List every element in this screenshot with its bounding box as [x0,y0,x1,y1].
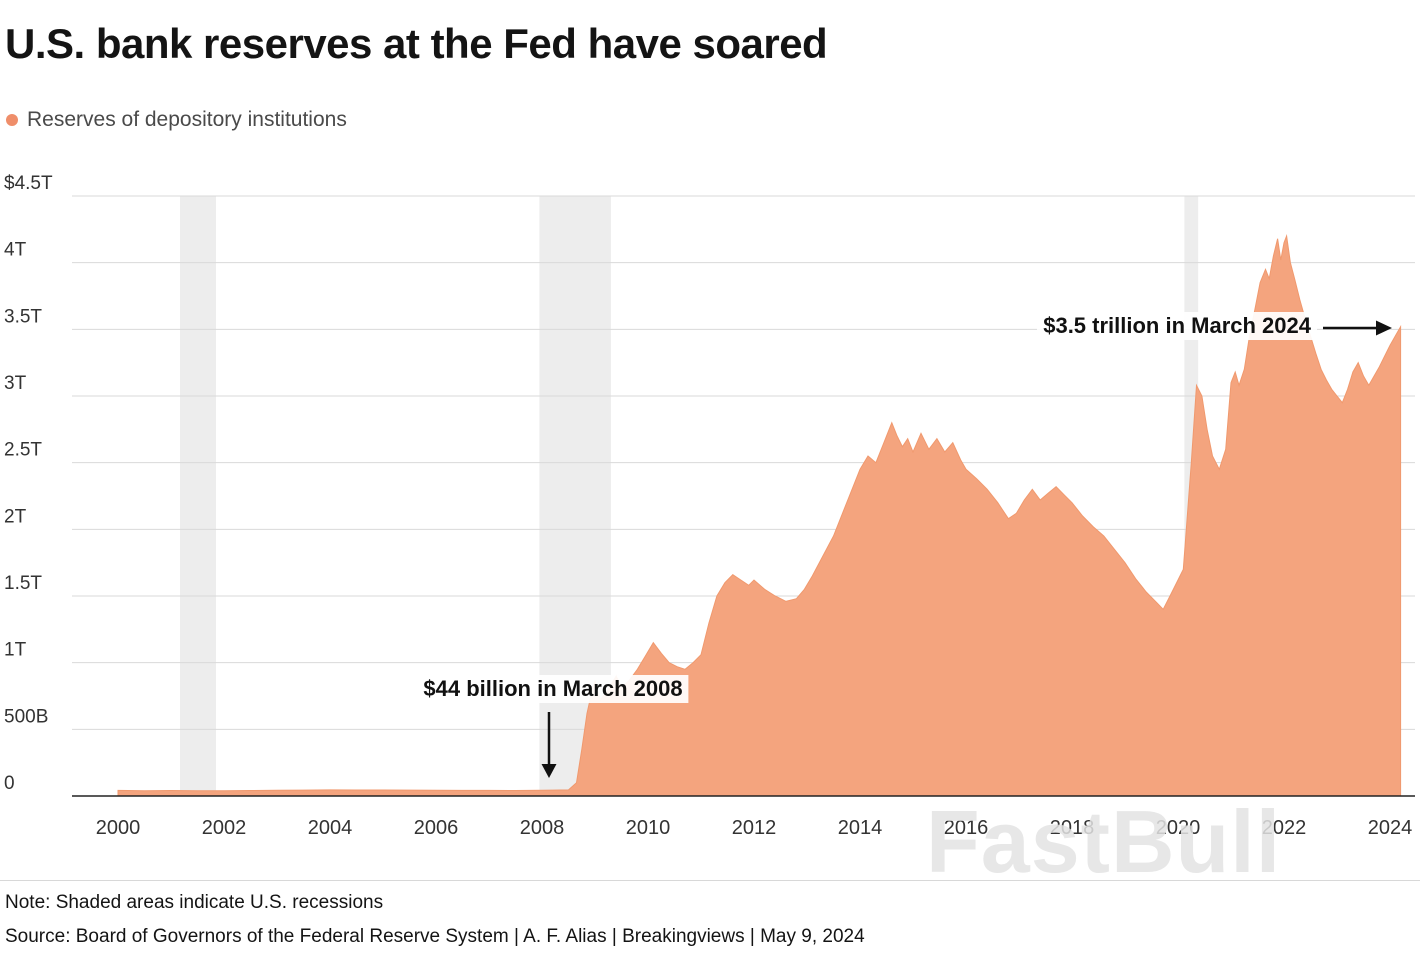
chart-title: U.S. bank reserves at the Fed have soare… [5,20,828,67]
annotation-march-2024: $3.5 trillion in March 2024 [1037,312,1317,340]
y-tick-label: 2T [4,506,27,527]
y-tick-label: 500B [4,706,48,727]
note-text: Note: Shaded areas indicate U.S. recessi… [5,892,384,913]
recession-band [180,196,216,796]
reserves-area-chart: $4.5T 4T 3.5T 3T 2.5T 2T 1.5T 1T 500B 0 2000 2002 20… [0,160,1420,872]
x-tick-label: 2020 [1156,817,1201,839]
y-tick-label: 4T [4,240,27,261]
x-tick-label: 2016 [944,817,989,839]
fastbull-watermark: FastBull [926,792,1282,891]
y-tick-label: $4.5T [4,173,53,194]
x-tick-label: 2010 [626,817,671,839]
x-tick-label: 2012 [732,817,777,839]
annotation-march-2008: $44 billion in March 2008 [417,675,689,703]
annotation-arrowhead-right [1376,320,1392,336]
x-tick-label: 2018 [1050,817,1095,839]
x-tick-label: 2022 [1262,817,1307,839]
x-tick-label: 2014 [838,817,883,839]
source-text: Source: Board of Governors of the Federa… [5,926,865,947]
x-tick-label: 2002 [202,817,247,839]
footer: Note: Shaded areas indicate U.S. recessi… [0,880,1420,956]
x-tick-label: 2024 [1368,817,1413,839]
x-tick-label: 2008 [520,817,565,839]
annotation-arrowhead-down [541,764,557,778]
y-tick-label: 0 [4,773,15,794]
y-tick-label: 1T [4,640,27,661]
y-tick-label: 2.5T [4,440,42,461]
x-tick-label: 2006 [414,817,459,839]
x-tick-label: 2004 [308,817,353,839]
y-tick-label: 1.5T [4,573,42,594]
legend-dot-icon [6,114,18,126]
chart-canvas: $4.5T 4T 3.5T 3T 2.5T 2T 1.5T 1T 500B 0 2000 2002 20… [4,173,1415,839]
y-tick-label: 3.5T [4,306,42,327]
legend: Reserves of depository institutions [6,108,347,132]
legend-label: Reserves of depository institutions [27,108,347,131]
y-tick-label: 3T [4,373,27,394]
x-tick-label: 2000 [96,817,141,839]
